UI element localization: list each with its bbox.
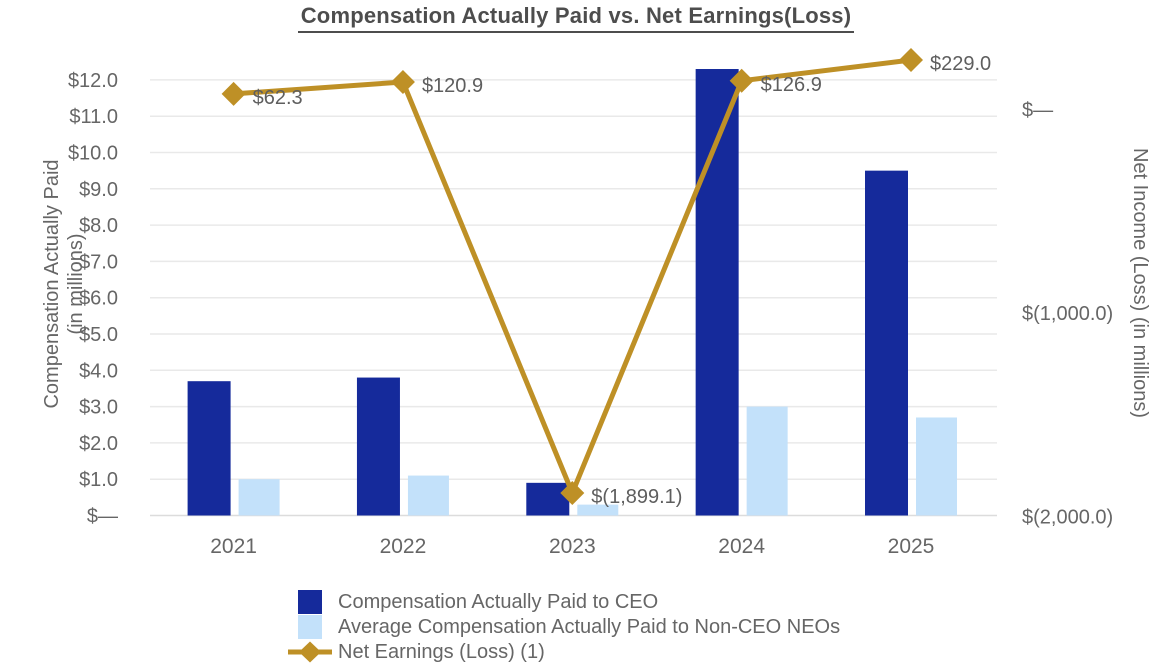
legend-item-ceo: Compensation Actually Paid to CEO xyxy=(288,590,840,614)
legend-marker-cell xyxy=(288,640,332,664)
bar-neo xyxy=(746,406,788,516)
right-axis-tick-label: $(2,000.0) xyxy=(1022,507,1113,529)
net-earnings-data-label: $120.9 xyxy=(422,75,483,97)
bar-neo xyxy=(407,475,449,516)
left-axis-tick-label: $2.0 xyxy=(79,433,118,455)
left-axis-tick-label: $8.0 xyxy=(79,215,118,237)
chart-title-text: Compensation Actually Paid vs. Net Earni… xyxy=(297,3,855,33)
left-axis-tick-label: $3.0 xyxy=(79,397,118,419)
line-marker-diamond xyxy=(899,48,923,73)
line-marker-diamond xyxy=(729,68,754,93)
legend-marker-cell xyxy=(288,615,332,639)
net-earnings-line xyxy=(233,57,912,500)
line-marker-diamond xyxy=(390,70,415,95)
bar-neo xyxy=(916,417,957,516)
left-axis-title: (in millions) xyxy=(65,233,87,334)
ceo-bar-swatch-icon xyxy=(298,590,322,614)
left-axis-tick-label: $11.0 xyxy=(69,106,118,128)
left-axis-title: Compensation Actually Paid xyxy=(41,159,63,408)
line-marker-diamond xyxy=(560,480,585,505)
legend-label-net-earnings: Net Earnings (Loss) (1) xyxy=(338,640,545,663)
left-axis-tick-label: $7.0 xyxy=(79,251,118,273)
left-axis-tick-label: $5.0 xyxy=(79,324,118,346)
right-axis-tick-label: $— xyxy=(1022,100,1053,122)
bar-ceo xyxy=(526,482,570,516)
x-axis-year-label: 2025 xyxy=(888,535,935,558)
left-axis-tick-label: $4.0 xyxy=(79,360,118,382)
bar-neo xyxy=(238,479,280,516)
chart-title: Compensation Actually Paid vs. Net Earni… xyxy=(0,3,1152,33)
neo-bar-swatch-icon xyxy=(298,615,322,639)
net-earnings-data-label: $62.3 xyxy=(253,87,303,109)
net-earnings-data-label: $(1,899.1) xyxy=(591,486,682,508)
net-earnings-data-label: $126.9 xyxy=(761,74,822,96)
x-axis-year-label: 2023 xyxy=(549,535,596,558)
legend-marker-cell xyxy=(288,590,332,614)
right-axis-title: Net Income (Loss) (in millions) xyxy=(1129,148,1151,418)
line-marker-diamond xyxy=(221,81,246,106)
legend-item-neo: Average Compensation Actually Paid to No… xyxy=(288,615,840,639)
left-axis-tick-label: $9.0 xyxy=(79,179,118,201)
bar-ceo xyxy=(356,377,400,516)
left-axis-tick-label: $12.0 xyxy=(68,70,118,92)
left-axis-tick-label: $1.0 xyxy=(79,469,118,491)
bar-ceo xyxy=(187,381,231,516)
legend-label-ceo: Compensation Actually Paid to CEO xyxy=(338,590,659,613)
left-axis-tick-label: $10.0 xyxy=(68,143,118,165)
left-axis-tick-label: $— xyxy=(87,506,118,528)
x-axis-year-label: 2024 xyxy=(718,535,765,558)
bar-neo xyxy=(577,504,619,516)
chart-legend: Compensation Actually Paid to CEO Averag… xyxy=(288,590,840,665)
right-axis-tick-label: $(1,000.0) xyxy=(1022,303,1113,325)
legend-label-neo: Average Compensation Actually Paid to No… xyxy=(338,615,841,638)
net-earnings-data-label: $229.0 xyxy=(930,53,991,75)
x-axis-year-label: 2021 xyxy=(210,535,257,558)
x-axis-year-label: 2022 xyxy=(380,535,427,558)
left-axis-tick-label: $6.0 xyxy=(79,288,118,310)
line-diamond-swatch-icon xyxy=(288,641,332,663)
legend-item-net-earnings: Net Earnings (Loss) (1) xyxy=(288,640,840,664)
bar-ceo xyxy=(865,170,908,516)
